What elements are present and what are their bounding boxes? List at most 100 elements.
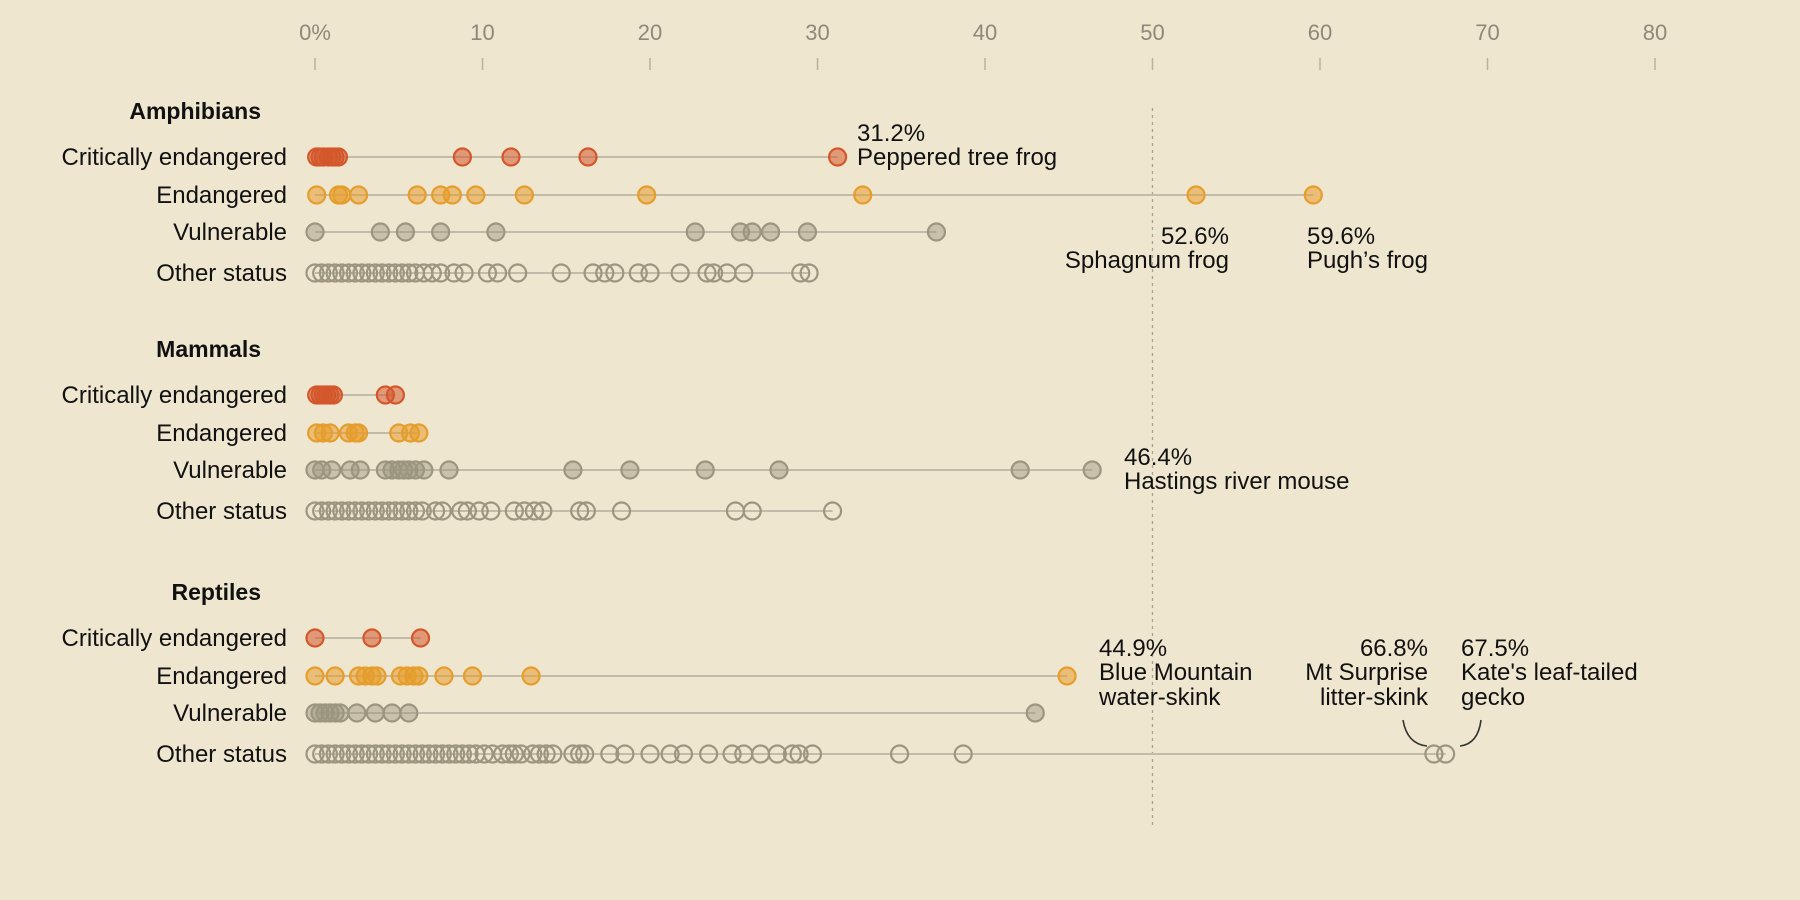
data-point [318,263,338,283]
data-point [1010,460,1030,480]
data-point [1436,744,1456,764]
annotation-leader [1459,719,1482,747]
data-point [504,744,524,764]
annotation-value: 31.2% [857,120,925,147]
data-point [312,263,332,283]
data-point [367,666,387,686]
annotation-value: 67.5% [1461,635,1529,662]
row-label: Vulnerable [173,219,287,246]
data-point [426,744,446,764]
annotation-name: Hastings river mouse [1124,468,1349,495]
data-point [578,147,598,167]
row-label: Critically endangered [62,382,287,409]
data-point [439,460,459,480]
data-point [379,744,399,764]
data-point [1057,666,1077,686]
data-point [325,666,345,686]
data-point [372,501,392,521]
annotation-leader [1402,719,1428,747]
data-point [797,222,818,242]
data-point [543,744,563,764]
data-point [332,263,352,283]
x-tick-label: 80 [1643,20,1667,45]
data-point [422,263,442,283]
data-point [345,263,365,283]
data-point [318,501,338,521]
data-point [431,263,451,283]
annotation-value: 52.6% [1161,223,1229,250]
x-tick-label: 40 [973,20,997,45]
data-point [521,666,541,686]
annotation-name: Peppered tree frog [857,144,1057,171]
data-point [514,501,534,521]
data-point [325,263,345,283]
data-point [722,744,742,764]
data-point [312,744,332,764]
group-title: Mammals [156,336,261,362]
data-point [332,501,352,521]
data-point [399,501,419,521]
data-point [499,744,519,764]
data-point [1303,185,1323,205]
group-title: Amphibians [129,98,261,124]
data-point [328,147,349,167]
data-point [524,501,545,521]
row-label: Endangered [156,663,287,690]
data-point [325,703,345,723]
data-point [444,263,464,283]
data-point [350,460,370,480]
data-point [407,185,427,205]
row-label: Endangered [156,182,287,209]
data-point [347,703,367,723]
data-point [451,501,471,521]
data-point [454,263,474,283]
data-point [439,744,459,764]
data-point [685,222,705,242]
data-point [434,666,454,686]
data-point [615,744,635,764]
data-point [799,263,819,283]
data-point [637,185,657,205]
data-point [392,501,412,521]
data-point [477,263,498,283]
row-label: Other status [156,498,287,525]
data-point [338,501,359,521]
data-point [504,501,524,521]
data-point [359,744,379,764]
data-point [359,501,379,521]
data-point [827,147,848,167]
data-point [385,744,405,764]
data-point [563,744,583,764]
annotation-value: 44.9% [1099,635,1167,662]
annotation-name: Mt Surprise [1305,659,1428,686]
data-point [325,744,345,764]
data-point [385,501,405,521]
row-label: Vulnerable [173,700,287,727]
data-point [533,501,553,521]
data-point [583,263,603,283]
x-tick-label: 50 [1140,20,1164,45]
data-point [352,263,372,283]
data-point [575,744,595,764]
data-point [305,744,325,764]
data-point [953,744,973,764]
data-point [466,185,486,205]
data-point [734,263,754,283]
data-point [493,744,513,764]
row-label: Critically endangered [62,144,287,171]
data-point [362,628,382,648]
data-point [699,744,719,764]
data-point [312,501,332,521]
data-point [340,460,360,480]
data-point [511,744,531,764]
data-point [487,263,508,283]
data-point [379,501,399,521]
annotation-value: 66.8% [1360,635,1428,662]
data-point [469,501,489,521]
data-point [382,703,402,723]
data-point [529,744,550,764]
data-point [399,263,419,283]
x-tick-label: 70 [1475,20,1499,45]
data-point [802,744,823,764]
data-point [551,263,571,283]
